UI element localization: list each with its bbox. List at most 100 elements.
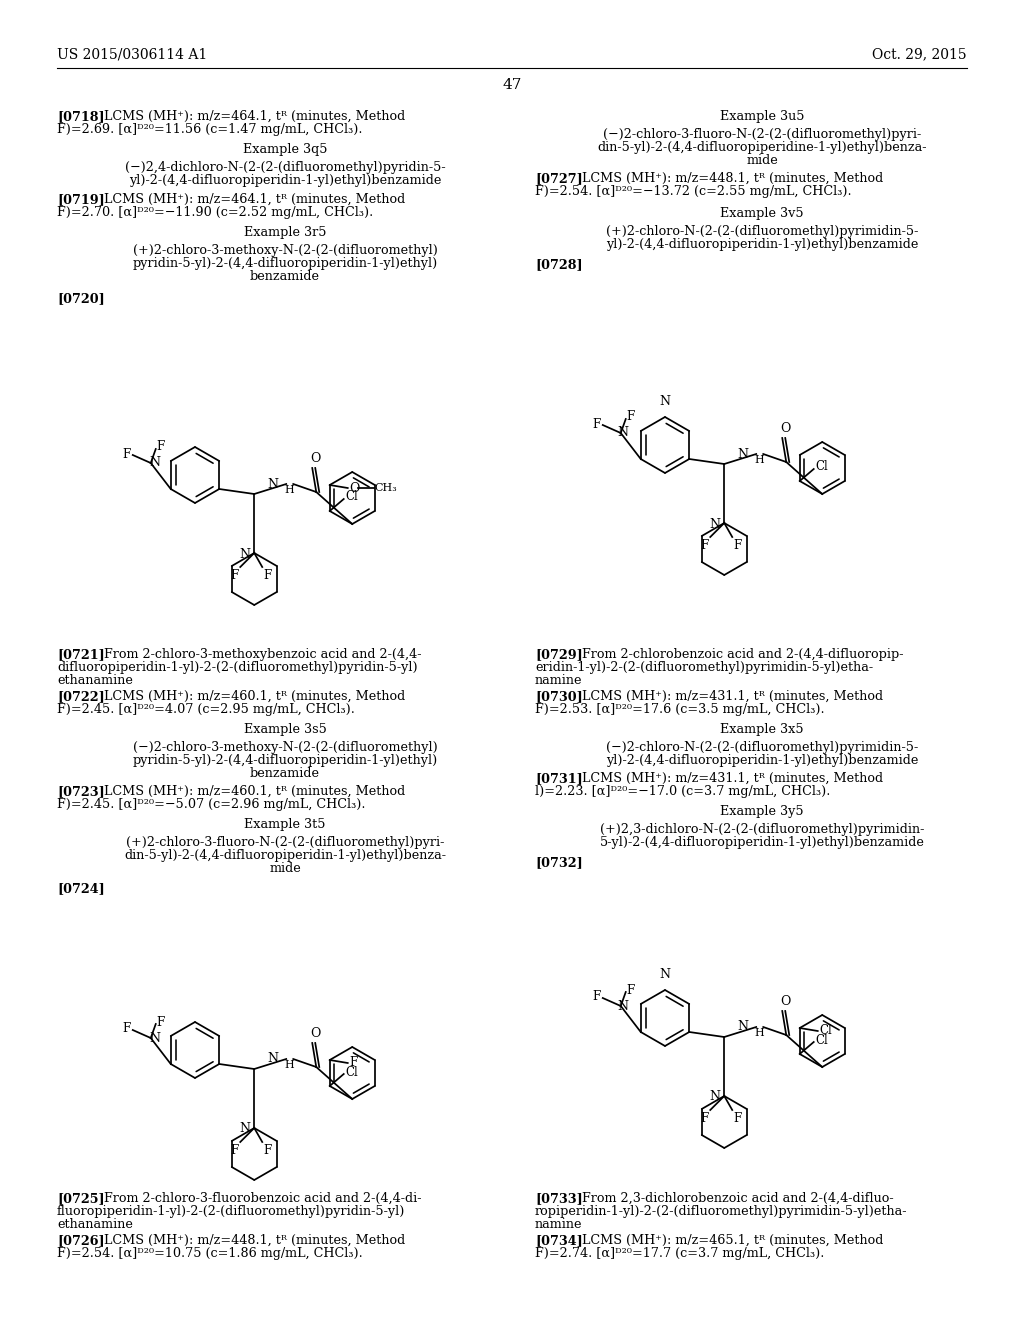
Text: [0721]: [0721] [57,648,104,661]
Text: F: F [157,1015,165,1028]
Text: mide: mide [269,862,301,875]
Text: yl)-2-(4,4-difluoropiperidin-1-yl)ethyl)benzamide: yl)-2-(4,4-difluoropiperidin-1-yl)ethyl)… [129,174,441,187]
Text: benzamide: benzamide [250,271,319,282]
Text: Example 3q5: Example 3q5 [243,143,328,156]
Text: ropiperidin-1-yl)-2-(2-(difluoromethyl)pyrimidin-5-yl)etha-: ropiperidin-1-yl)-2-(2-(difluoromethyl)p… [535,1205,907,1218]
Text: Example 3r5: Example 3r5 [244,226,327,239]
Text: F: F [123,447,131,461]
Text: From 2-chloro-3-methoxybenzoic acid and 2-(4,4-: From 2-chloro-3-methoxybenzoic acid and … [95,648,421,661]
Text: LCMS (MH⁺): m/z=464.1, tᴿ (minutes, Method: LCMS (MH⁺): m/z=464.1, tᴿ (minutes, Meth… [95,193,404,206]
Text: [0727]: [0727] [535,172,583,185]
Text: F: F [230,1144,239,1158]
Text: N: N [267,478,279,491]
Text: F: F [123,1023,131,1035]
Text: l)=2.23. [α]ᴰ²⁰=−17.0 (c=3.7 mg/mL, CHCl₃).: l)=2.23. [α]ᴰ²⁰=−17.0 (c=3.7 mg/mL, CHCl… [535,785,830,799]
Text: [0734]: [0734] [535,1234,583,1247]
Text: LCMS (MH⁺): m/z=464.1, tᴿ (minutes, Method: LCMS (MH⁺): m/z=464.1, tᴿ (minutes, Meth… [95,110,404,123]
Text: din-5-yl)-2-(4,4-difluoropiperidine-1-yl)ethyl)benza-: din-5-yl)-2-(4,4-difluoropiperidine-1-yl… [597,141,927,154]
Text: 47: 47 [503,78,521,92]
Text: F: F [700,539,709,552]
Text: [0718]: [0718] [57,110,104,123]
Text: N: N [710,517,720,531]
Text: Cl: Cl [816,1034,828,1047]
Text: pyridin-5-yl)-2-(4,4-difluoropiperidin-1-yl)ethyl): pyridin-5-yl)-2-(4,4-difluoropiperidin-1… [132,754,437,767]
Text: difluoropiperidin-1-yl)-2-(2-(difluoromethyl)pyridin-5-yl): difluoropiperidin-1-yl)-2-(2-(difluorome… [57,661,418,675]
Text: LCMS (MH⁺): m/z=465.1, tᴿ (minutes, Method: LCMS (MH⁺): m/z=465.1, tᴿ (minutes, Meth… [573,1234,883,1247]
Text: O: O [780,995,791,1008]
Text: F: F [350,1056,358,1069]
Text: [0728]: [0728] [535,257,583,271]
Text: [0730]: [0730] [535,690,583,704]
Text: F)=2.54. [α]ᴰ²⁰=−13.72 (c=2.55 mg/mL, CHCl₃).: F)=2.54. [α]ᴰ²⁰=−13.72 (c=2.55 mg/mL, CH… [535,185,852,198]
Text: Example 3v5: Example 3v5 [720,207,804,220]
Text: H: H [285,484,294,495]
Text: ethanamine: ethanamine [57,675,133,686]
Text: From 2-chloro-3-fluorobenzoic acid and 2-(4,4-di-: From 2-chloro-3-fluorobenzoic acid and 2… [95,1192,421,1205]
Text: F: F [700,1111,709,1125]
Text: N: N [617,999,629,1012]
Text: N: N [617,426,629,440]
Text: F: F [733,539,741,552]
Text: F: F [263,1144,271,1158]
Text: Oct. 29, 2015: Oct. 29, 2015 [872,48,967,61]
Text: (+)2,3-dichloro-N-(2-(2-(difluoromethyl)pyrimidin-: (+)2,3-dichloro-N-(2-(2-(difluoromethyl)… [600,822,925,836]
Text: yl)-2-(4,4-difluoropiperidin-1-yl)ethyl)benzamide: yl)-2-(4,4-difluoropiperidin-1-yl)ethyl)… [606,238,919,251]
Text: [0720]: [0720] [57,292,104,305]
Text: [0731]: [0731] [535,772,583,785]
Text: F)=2.74. [α]ᴰ²⁰=17.7 (c=3.7 mg/mL, CHCl₃).: F)=2.74. [α]ᴰ²⁰=17.7 (c=3.7 mg/mL, CHCl₃… [535,1247,824,1261]
Text: F: F [733,1111,741,1125]
Text: pyridin-5-yl)-2-(4,4-difluoropiperidin-1-yl)ethyl): pyridin-5-yl)-2-(4,4-difluoropiperidin-1… [132,257,437,271]
Text: [0733]: [0733] [535,1192,583,1205]
Text: [0726]: [0726] [57,1234,104,1247]
Text: F)=2.45. [α]ᴰ²⁰=−5.07 (c=2.96 mg/mL, CHCl₃).: F)=2.45. [α]ᴰ²⁰=−5.07 (c=2.96 mg/mL, CHC… [57,799,366,810]
Text: [0723]: [0723] [57,785,104,799]
Text: From 2,3-dichlorobenzoic acid and 2-(4,4-difluo-: From 2,3-dichlorobenzoic acid and 2-(4,4… [573,1192,893,1205]
Text: F: F [593,417,601,430]
Text: N: N [150,1031,161,1044]
Text: din-5-yl)-2-(4,4-difluoropiperidin-1-yl)ethyl)benza-: din-5-yl)-2-(4,4-difluoropiperidin-1-yl)… [124,849,446,862]
Text: O: O [780,422,791,436]
Text: (−)2-chloro-3-methoxy-N-(2-(2-(difluoromethyl): (−)2-chloro-3-methoxy-N-(2-(2-(difluorom… [133,741,437,754]
Text: mide: mide [746,154,778,168]
Text: N: N [267,1052,279,1065]
Text: [0722]: [0722] [57,690,104,704]
Text: LCMS (MH⁺): m/z=431.1, tᴿ (minutes, Method: LCMS (MH⁺): m/z=431.1, tᴿ (minutes, Meth… [573,772,883,785]
Text: F)=2.53. [α]ᴰ²⁰=17.6 (c=3.5 mg/mL, CHCl₃).: F)=2.53. [α]ᴰ²⁰=17.6 (c=3.5 mg/mL, CHCl₃… [535,704,824,715]
Text: H: H [285,1060,294,1071]
Text: N: N [240,548,250,561]
Text: (−)2-chloro-3-fluoro-N-(2-(2-(difluoromethyl)pyri-: (−)2-chloro-3-fluoro-N-(2-(2-(difluorome… [603,128,922,141]
Text: [0725]: [0725] [57,1192,104,1205]
Text: [0729]: [0729] [535,648,583,661]
Text: Cl: Cl [816,461,828,474]
Text: LCMS (MH⁺): m/z=448.1, tᴿ (minutes, Method: LCMS (MH⁺): m/z=448.1, tᴿ (minutes, Meth… [573,172,883,185]
Text: Cl: Cl [346,1065,358,1078]
Text: (+)2-chloro-N-(2-(2-(difluoromethyl)pyrimidin-5-: (+)2-chloro-N-(2-(2-(difluoromethyl)pyri… [606,224,919,238]
Text: N: N [150,457,161,470]
Text: H: H [755,455,764,465]
Text: O: O [350,482,360,495]
Text: F: F [593,990,601,1003]
Text: eridin-1-yl)-2-(2-(difluoromethyl)pyrimidin-5-yl)etha-: eridin-1-yl)-2-(2-(difluoromethyl)pyrimi… [535,661,873,675]
Text: fluoropiperidin-1-yl)-2-(2-(difluoromethyl)pyridin-5-yl): fluoropiperidin-1-yl)-2-(2-(difluorometh… [57,1205,406,1218]
Text: Example 3t5: Example 3t5 [245,818,326,832]
Text: (−)2,4-dichloro-N-(2-(2-(difluoromethyl)pyridin-5-: (−)2,4-dichloro-N-(2-(2-(difluoromethyl)… [125,161,445,174]
Text: F: F [627,983,635,997]
Text: 5-yl)-2-(4,4-difluoropiperidin-1-yl)ethyl)benzamide: 5-yl)-2-(4,4-difluoropiperidin-1-yl)ethy… [600,836,925,849]
Text: ethanamine: ethanamine [57,1218,133,1232]
Text: Example 3s5: Example 3s5 [244,723,327,737]
Text: US 2015/0306114 A1: US 2015/0306114 A1 [57,48,207,61]
Text: [0719]: [0719] [57,193,104,206]
Text: (+)2-chloro-3-fluoro-N-(2-(2-(difluoromethyl)pyri-: (+)2-chloro-3-fluoro-N-(2-(2-(difluorome… [126,836,444,849]
Text: LCMS (MH⁺): m/z=460.1, tᴿ (minutes, Method: LCMS (MH⁺): m/z=460.1, tᴿ (minutes, Meth… [95,785,404,799]
Text: F)=2.69. [α]ᴰ²⁰=11.56 (c=1.47 mg/mL, CHCl₃).: F)=2.69. [α]ᴰ²⁰=11.56 (c=1.47 mg/mL, CHC… [57,123,362,136]
Text: benzamide: benzamide [250,767,319,780]
Text: Cl: Cl [346,491,358,503]
Text: LCMS (MH⁺): m/z=431.1, tᴿ (minutes, Method: LCMS (MH⁺): m/z=431.1, tᴿ (minutes, Meth… [573,690,883,704]
Text: N: N [659,395,671,408]
Text: F: F [627,411,635,424]
Text: (+)2-chloro-3-methoxy-N-(2-(2-(difluoromethyl): (+)2-chloro-3-methoxy-N-(2-(2-(difluorom… [132,244,437,257]
Text: N: N [659,968,671,981]
Text: F)=2.45. [α]ᴰ²⁰=4.07 (c=2.95 mg/mL, CHCl₃).: F)=2.45. [α]ᴰ²⁰=4.07 (c=2.95 mg/mL, CHCl… [57,704,355,715]
Text: [0732]: [0732] [535,855,583,869]
Text: N: N [737,1020,749,1034]
